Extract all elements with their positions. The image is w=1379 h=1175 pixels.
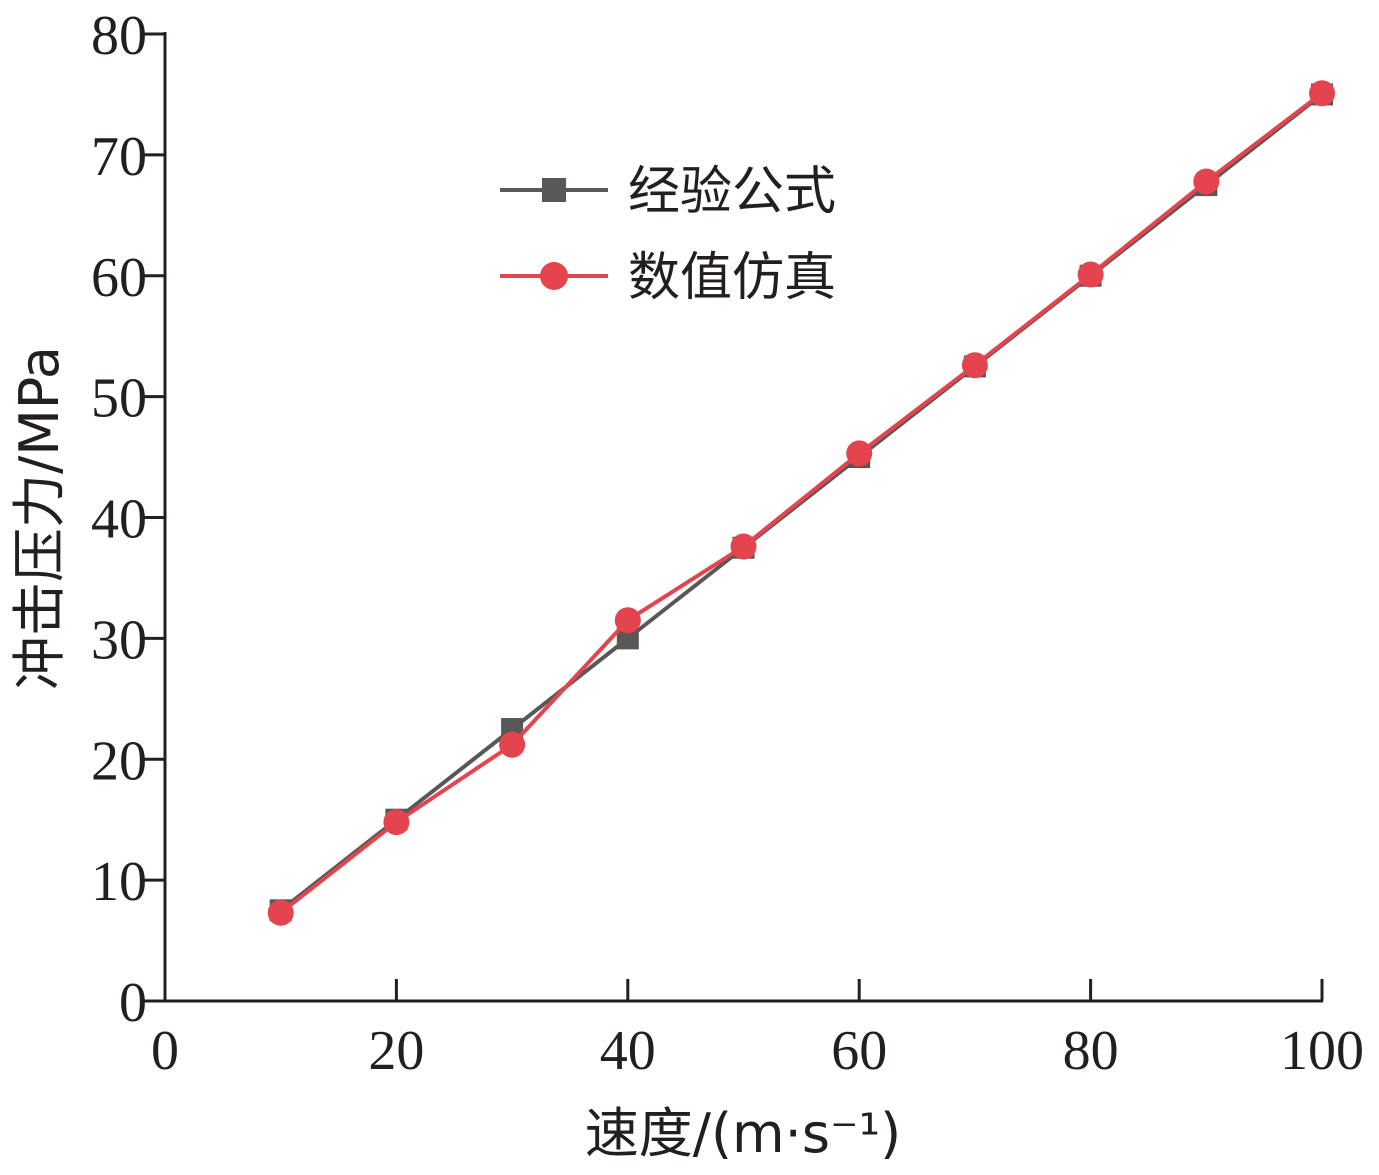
legend-label: 数值仿真 xyxy=(628,248,836,308)
y-tick-label: 10 xyxy=(91,851,147,913)
legend-item: 经验公式 xyxy=(500,162,836,222)
data-point-circle xyxy=(1193,168,1220,195)
data-point-circle xyxy=(1077,261,1104,288)
x-tick-label: 60 xyxy=(831,1020,887,1082)
legend-marker-circle xyxy=(540,262,568,290)
y-tick-label: 60 xyxy=(91,247,147,309)
x-axis-title: 速度/(m·s⁻¹) xyxy=(585,1102,901,1165)
y-tick-label: 0 xyxy=(119,972,147,1034)
y-tick-label: 50 xyxy=(91,368,147,430)
x-tick-label: 0 xyxy=(151,1020,179,1082)
data-point-square xyxy=(616,627,639,650)
series-2 xyxy=(267,80,1335,926)
data-point-circle xyxy=(614,607,641,634)
legend-marker-square xyxy=(542,178,566,202)
legend-item: 数值仿真 xyxy=(500,248,836,308)
y-tick-label: 20 xyxy=(91,730,147,792)
series-line xyxy=(279,91,1324,915)
y-axis-title: 冲击压力/MPa xyxy=(8,346,71,690)
x-tick-label: 100 xyxy=(1280,1020,1364,1082)
x-tick-label: 20 xyxy=(368,1020,424,1082)
data-point-circle xyxy=(730,533,757,560)
y-tick-label: 30 xyxy=(91,609,147,671)
data-point-circle xyxy=(499,731,526,758)
y-tick-label: 70 xyxy=(91,126,147,188)
data-point-circle xyxy=(846,440,873,467)
x-tick-label: 40 xyxy=(600,1020,656,1082)
data-point-circle xyxy=(961,352,988,379)
y-tick-label: 80 xyxy=(91,5,147,67)
data-point-circle xyxy=(267,899,294,926)
axes: 0 10 20 30 40 50 60 70 80 0 20 40 60 80 100 xyxy=(91,5,1364,1082)
x-tick-label: 80 xyxy=(1063,1020,1119,1082)
data-point-circle xyxy=(1309,80,1335,107)
legend-label: 经验公式 xyxy=(628,162,836,222)
data-point-circle xyxy=(383,809,410,836)
y-tick-label: 40 xyxy=(91,489,147,551)
series-layer xyxy=(267,80,1335,926)
